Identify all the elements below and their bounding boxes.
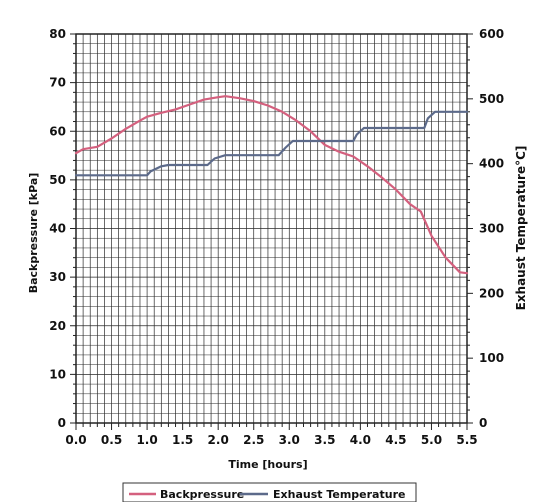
x-tick-label: 0.0 [65, 433, 86, 447]
x-tick-label: 1.5 [172, 433, 193, 447]
y-left-tick-label: 0 [58, 416, 66, 430]
y-left-tick-label: 50 [49, 173, 66, 187]
y-right-tick-label: 500 [479, 92, 504, 106]
grid [75, 33, 468, 424]
x-tick-label: 2.5 [243, 433, 264, 447]
series-lines [74, 95, 469, 275]
y-left-tick-label: 20 [49, 319, 66, 333]
exhaust-temperature-line [74, 110, 469, 177]
y-left-tick-label: 60 [49, 124, 66, 138]
y-right-tick-label: 300 [479, 222, 504, 236]
y-left-tick-label: 70 [49, 76, 66, 90]
legend-label-exhaust-temperature: Exhaust Temperature [273, 488, 405, 501]
y-left-tick-label: 30 [49, 270, 66, 284]
legend-box [122, 482, 417, 502]
x-axis-title: Time [hours] [228, 458, 307, 471]
x-tick-label: 3.0 [279, 433, 300, 447]
x-tick-label: 4.0 [350, 433, 371, 447]
y-left-tick-label: 80 [49, 27, 66, 41]
y-right-axis-title: Exhaust Temperature°C] [514, 146, 528, 311]
legend: Backpressure Exhaust Temperature [122, 482, 417, 502]
x-tick-label: 1.0 [136, 433, 157, 447]
legend-label-backpressure: Backpressure [160, 488, 244, 501]
x-tick-label: 5.0 [421, 433, 442, 447]
y-right-tick-label: 200 [479, 286, 504, 300]
tick-labels: 0.0 0.5 1.0 1.5 2.0 2.5 3.0 3.5 4.0 4.5 5.0 5.50102… [49, 27, 504, 447]
y-right-tick-label: 400 [479, 157, 504, 171]
y-right-tick-label: 100 [479, 351, 504, 365]
tick-marks [70, 33, 473, 430]
y-right-tick-label: 600 [479, 27, 504, 41]
y-left-tick-label: 10 [49, 367, 66, 381]
x-tick-label: 2.0 [208, 433, 229, 447]
y-right-tick-label: 0 [479, 416, 487, 430]
x-tick-label: 4.5 [385, 433, 406, 447]
x-tick-label: 3.5 [314, 433, 335, 447]
y-left-tick-label: 40 [49, 222, 66, 236]
y-left-axis-title: Backpressure [kPa] [27, 173, 40, 294]
x-tick-label: 5.5 [456, 433, 477, 447]
x-tick-label: 0.5 [101, 433, 122, 447]
backpressure-line [74, 95, 469, 275]
